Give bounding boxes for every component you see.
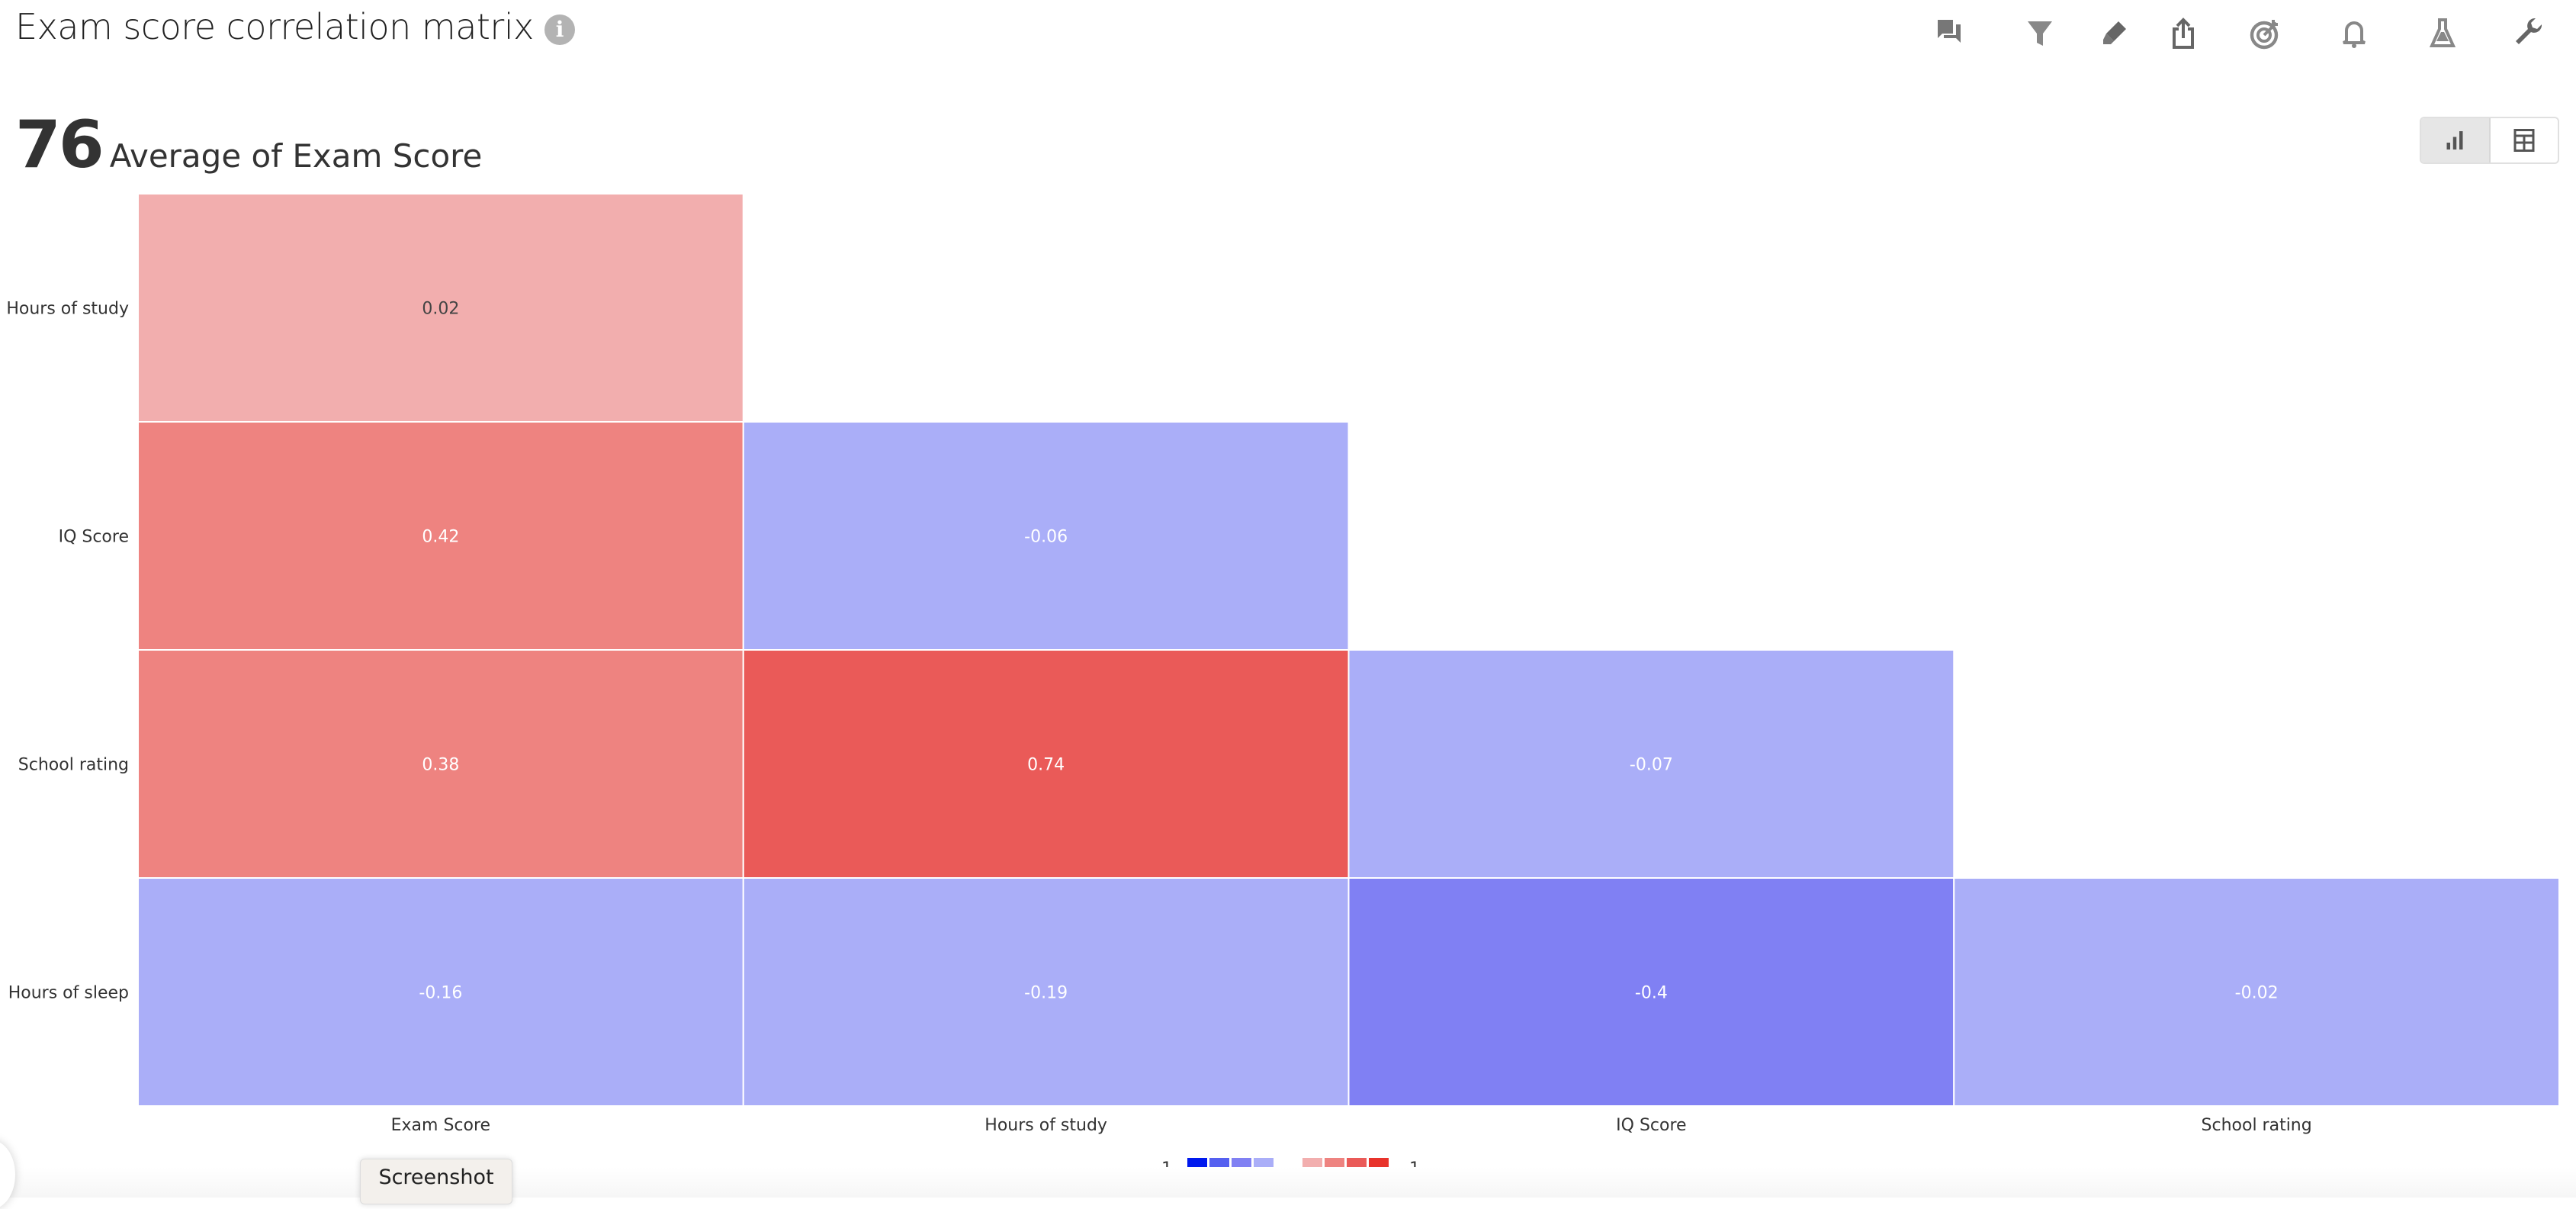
comments-icon[interactable] — [1933, 15, 1970, 52]
heatmap-cell — [137, 193, 744, 423]
bell-icon[interactable] — [2336, 15, 2372, 52]
cell-value-label: 0.42 — [422, 528, 459, 547]
highlighter-icon[interactable] — [2096, 15, 2132, 52]
cell-value-label: -0.07 — [1630, 756, 1673, 775]
flask-icon[interactable] — [2424, 15, 2461, 52]
info-icon[interactable]: i — [544, 14, 575, 45]
heatmap-cell — [137, 421, 744, 651]
cell-value-label: -0.06 — [1024, 528, 1068, 547]
table-view-button[interactable] — [2491, 118, 2558, 162]
chart-icon — [2446, 131, 2463, 150]
cell-value-label: -0.19 — [1024, 984, 1068, 1003]
heatmap-cell — [1347, 649, 1955, 879]
side-handle-button[interactable] — [0, 1140, 15, 1209]
kpi-label: Average of Exam Score — [109, 137, 483, 175]
heatmap-cell — [742, 877, 1350, 1107]
cell-value-label: 0.74 — [1027, 756, 1065, 775]
kpi-summary: 76 Average of Exam Score — [15, 107, 482, 183]
column-label: IQ Score — [1616, 1116, 1686, 1135]
column-label: Exam Score — [391, 1116, 490, 1135]
kpi-value: 76 — [15, 107, 104, 183]
page-title: Exam score correlation matrix i — [15, 6, 575, 47]
row-label: IQ Score — [59, 528, 129, 547]
table-icon — [2513, 129, 2535, 152]
filter-icon[interactable] — [2022, 15, 2058, 52]
view-toggle — [2420, 117, 2559, 164]
cell-value-label: -0.16 — [419, 984, 462, 1003]
heatmap-cell — [137, 877, 744, 1107]
heatmap-cell — [137, 649, 744, 879]
share-icon[interactable] — [2165, 15, 2202, 52]
screenshot-button[interactable]: Screenshot — [360, 1159, 512, 1204]
chart-view-button[interactable] — [2421, 118, 2491, 162]
column-label: School rating — [2202, 1116, 2312, 1135]
target-icon[interactable] — [2247, 15, 2284, 52]
cell-value-label: 0.38 — [422, 756, 459, 775]
row-label: Hours of study — [6, 300, 129, 319]
heatmap-cell — [742, 421, 1350, 651]
cell-value-label: 0.02 — [422, 300, 459, 319]
title-text: Exam score correlation matrix — [15, 6, 534, 47]
row-label: Hours of sleep — [8, 984, 129, 1003]
column-label: Hours of study — [984, 1116, 1107, 1135]
cell-value-label: -0.4 — [1635, 984, 1668, 1003]
cell-value-label: -0.02 — [2235, 984, 2279, 1003]
heatmap-cell — [1953, 877, 2560, 1107]
heatmap-cell — [742, 649, 1350, 879]
row-label: School rating — [18, 756, 129, 775]
heatmap-cell — [1347, 877, 1955, 1107]
wrench-icon[interactable] — [2511, 15, 2548, 52]
